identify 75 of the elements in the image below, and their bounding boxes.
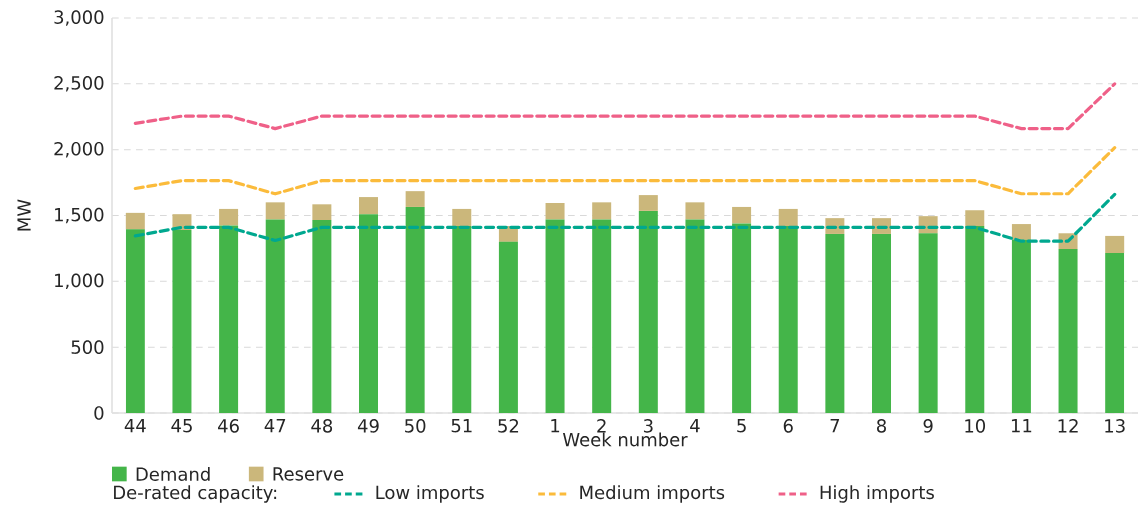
legend-label: High imports <box>820 485 934 503</box>
bar <box>265 202 285 220</box>
x-axis-title: Week number <box>562 432 688 447</box>
bar <box>592 202 612 220</box>
bar <box>452 226 472 413</box>
bar <box>498 241 518 413</box>
bar <box>359 214 378 413</box>
x-tick-label: 46 <box>218 419 239 433</box>
x-tick-label: 3 <box>643 419 653 433</box>
bar <box>1105 235 1125 254</box>
x-tick-label: 11 <box>1011 419 1032 433</box>
bar <box>1058 249 1078 413</box>
bar <box>638 195 658 211</box>
x-tick-label: 52 <box>498 419 519 433</box>
x-tick-label: 48 <box>311 419 333 433</box>
bar <box>125 229 145 413</box>
bar <box>778 226 798 413</box>
bar <box>545 202 565 220</box>
bar <box>405 191 425 207</box>
bar <box>685 219 705 413</box>
bar <box>872 233 892 413</box>
bar <box>592 219 612 413</box>
bar <box>312 220 332 413</box>
x-tick-label: 45 <box>171 419 192 433</box>
legend-label: Reserve <box>273 467 344 481</box>
bar <box>1105 253 1125 413</box>
bar <box>965 210 985 227</box>
x-tick-label: 1 <box>551 419 560 433</box>
bar <box>918 233 938 413</box>
legend-label: Medium imports <box>580 485 725 503</box>
bar <box>638 210 658 413</box>
bar <box>1011 224 1031 240</box>
bar <box>732 223 752 413</box>
x-tick-label: 5 <box>737 419 746 433</box>
y-tick-label: 1,500 <box>55 207 104 224</box>
legend-label: Demand <box>136 467 210 481</box>
bar <box>172 229 192 413</box>
bar <box>219 225 239 413</box>
x-tick-label: 13 <box>1105 419 1125 433</box>
x-tick-label: 4 <box>690 419 700 433</box>
x-tick-label: 44 <box>124 419 146 433</box>
y-tick-label: 1,000 <box>55 273 104 290</box>
bar <box>545 219 565 413</box>
y-tick-label: 3,000 <box>54 10 104 26</box>
bar <box>312 204 332 221</box>
y-tick-label: 2,000 <box>54 141 104 158</box>
bar <box>965 226 985 413</box>
bar <box>452 208 472 227</box>
y-tick-label: 0 <box>94 406 104 420</box>
x-tick-label: 8 <box>876 419 886 433</box>
bar <box>685 202 705 220</box>
x-tick-label: 12 <box>1058 419 1078 433</box>
x-tick-label: 6 <box>783 419 793 433</box>
x-tick-label: 51 <box>451 419 472 433</box>
x-tick-label: 2 <box>597 419 606 433</box>
bar <box>825 233 845 413</box>
bar <box>732 206 752 224</box>
x-tick-label: 7 <box>830 419 840 433</box>
x-tick-label: 10 <box>965 419 986 433</box>
x-tick-label: 50 <box>405 419 426 433</box>
bar <box>219 208 239 226</box>
x-tick-label: 47 <box>264 419 286 433</box>
bar <box>359 197 378 215</box>
x-tick-label: 49 <box>357 419 379 433</box>
legend-title: De-rated capacity: <box>114 485 277 503</box>
x-tick-label: 9 <box>923 419 933 433</box>
y-tick-label: 2,500 <box>54 76 104 92</box>
y-tick-label: 500 <box>71 340 104 354</box>
bar <box>778 208 798 227</box>
y-axis-title: MW <box>17 199 31 231</box>
bar <box>125 212 145 230</box>
bar <box>265 219 285 413</box>
bar <box>1011 239 1031 413</box>
bar <box>405 206 425 413</box>
legend-label: Low imports <box>376 485 484 503</box>
